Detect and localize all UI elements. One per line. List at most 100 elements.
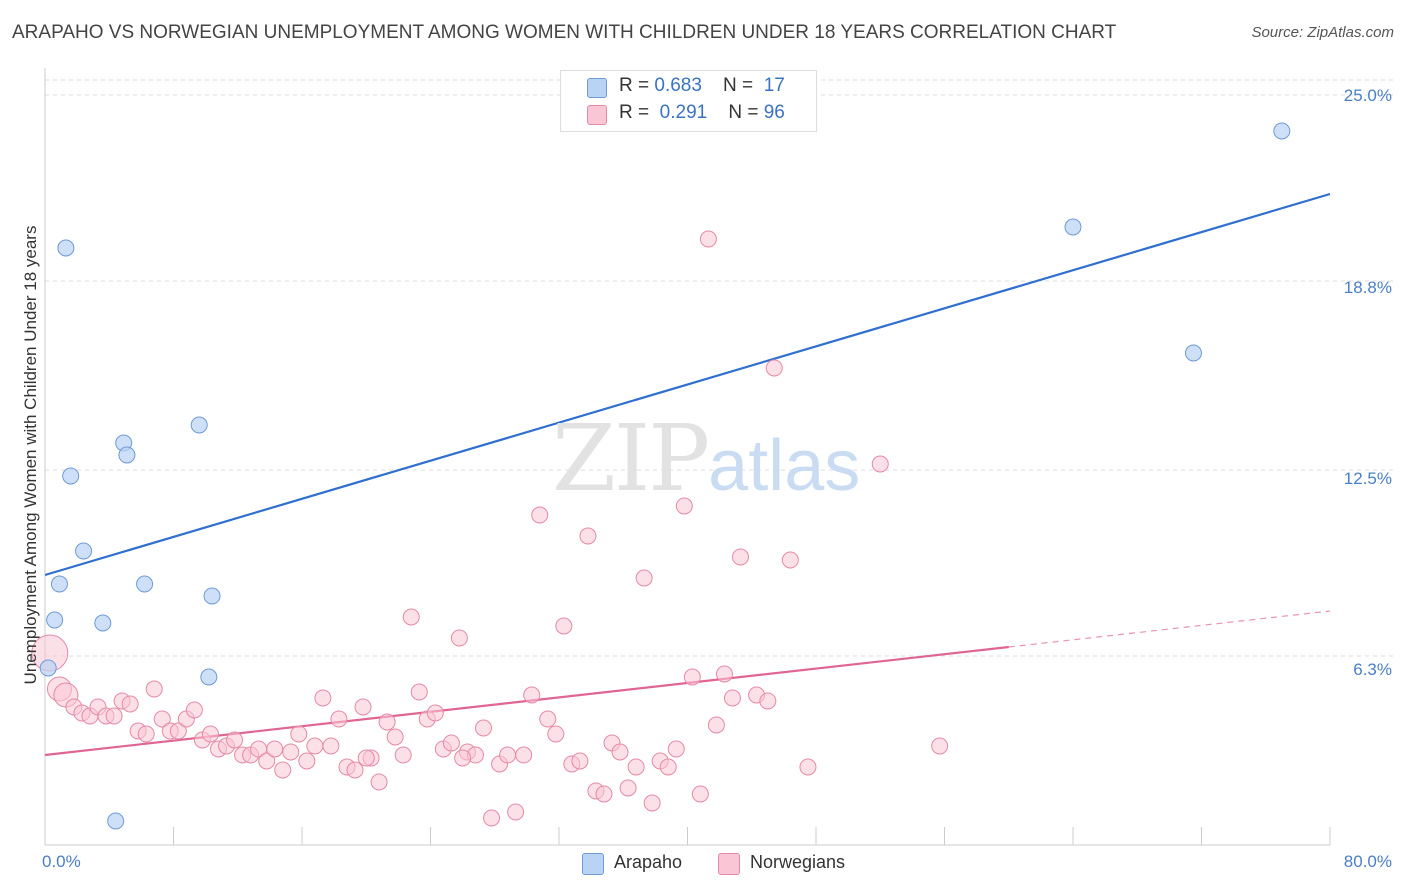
arapaho-swatch xyxy=(587,78,607,98)
watermark-zip: ZIP xyxy=(552,405,710,512)
norwegians-point xyxy=(619,779,637,797)
norwegians-point xyxy=(579,527,597,545)
norwegians-point xyxy=(137,725,155,743)
data-points xyxy=(31,122,1291,830)
norwegians-point xyxy=(454,749,472,767)
norwegians-point xyxy=(765,359,783,377)
arapaho-point xyxy=(203,587,221,605)
arapaho-point xyxy=(107,812,125,830)
norwegians-point xyxy=(723,689,741,707)
arapaho-point xyxy=(1064,218,1082,236)
norwegians-point xyxy=(759,692,777,710)
arapaho-point xyxy=(46,611,64,629)
arapaho-point xyxy=(1273,122,1291,140)
norwegians-point xyxy=(290,725,308,743)
norwegians-point xyxy=(306,737,324,755)
legend-label-arapaho: Arapaho xyxy=(614,852,683,872)
correlation-legend: R = 0.683 N = 17 R = 0.291 N = 96 xyxy=(560,70,817,132)
arapaho-point xyxy=(57,239,75,257)
norwegians-point xyxy=(354,698,372,716)
axes xyxy=(44,68,1331,846)
legend-label-norwegians: Norwegians xyxy=(750,852,846,872)
norwegians-point xyxy=(667,740,685,758)
norwegians-point xyxy=(523,686,541,704)
norwegians-point xyxy=(699,230,717,248)
legend-r-value: 0.291 xyxy=(659,102,708,123)
y-tick-label: 6.3% xyxy=(1353,660,1392,679)
arapaho-point xyxy=(39,659,57,677)
norwegians-point xyxy=(298,752,316,770)
norwegians-point xyxy=(386,728,404,746)
norwegians-point xyxy=(357,749,375,767)
norwegians-point xyxy=(683,668,701,686)
norwegians-trend-extension xyxy=(1008,610,1331,648)
arapaho-point xyxy=(94,614,112,632)
y-axis-label: Unemployment Among Women with Children U… xyxy=(21,225,40,685)
norwegians-point xyxy=(185,701,203,719)
grid-lines xyxy=(45,79,1395,657)
norwegians-point xyxy=(258,752,276,770)
norwegians-point xyxy=(426,704,444,722)
arapaho-swatch xyxy=(582,853,604,875)
arapaho-point xyxy=(50,575,68,593)
norwegians-point xyxy=(931,737,949,755)
legend-r-label: R = xyxy=(619,102,655,123)
norwegians-point xyxy=(707,716,725,734)
norwegians-point xyxy=(394,746,412,764)
source-label: Source: ZipAtlas.com xyxy=(1251,24,1394,41)
chart-title: ARAPAHO VS NORWEGIAN UNEMPLOYMENT AMONG … xyxy=(12,22,1117,43)
norwegians-point xyxy=(643,794,661,812)
norwegians-point xyxy=(145,680,163,698)
norwegians-point xyxy=(515,746,533,764)
norwegians-point xyxy=(499,746,517,764)
arapaho-trend-line xyxy=(44,192,1331,577)
norwegians-point xyxy=(483,809,501,827)
arapaho-point xyxy=(62,467,80,485)
norwegians-point xyxy=(691,785,709,803)
norwegians-point xyxy=(121,695,139,713)
norwegians-point xyxy=(153,710,171,728)
norwegians-point xyxy=(611,743,629,761)
arapaho-point xyxy=(75,542,93,560)
norwegians-point xyxy=(507,803,525,821)
norwegians-point xyxy=(274,761,292,779)
norwegians-point xyxy=(781,551,799,569)
watermark-atlas: atlas xyxy=(708,426,861,506)
norwegians-point xyxy=(635,569,653,587)
norwegians-point xyxy=(105,707,123,725)
arapaho-point xyxy=(1184,344,1202,362)
norwegians-point xyxy=(201,725,219,743)
arapaho-point xyxy=(200,668,218,686)
legend-n-value: 96 xyxy=(763,102,785,123)
y-tick-label: 12.5% xyxy=(1343,469,1392,488)
norwegians-point xyxy=(627,758,645,776)
norwegians-point xyxy=(531,506,549,524)
legend-r-label: R = xyxy=(619,75,655,96)
norwegians-point xyxy=(226,731,244,749)
legend-n-label: N = xyxy=(723,75,759,96)
norwegians-point xyxy=(732,548,750,566)
norwegians-point xyxy=(169,722,187,740)
x-tick-label-min: 0.0% xyxy=(42,852,81,871)
norwegians-point xyxy=(314,689,332,707)
arapaho-point xyxy=(190,416,208,434)
norwegians-point xyxy=(539,710,557,728)
norwegians-point xyxy=(370,773,388,791)
norwegians-point xyxy=(450,629,468,647)
norwegians-point xyxy=(402,608,420,626)
watermark: ZIPatlas xyxy=(552,405,860,512)
norwegians-swatch xyxy=(718,853,740,875)
norwegians-point xyxy=(442,734,460,752)
norwegians-point xyxy=(715,665,733,683)
arapaho-point xyxy=(118,446,136,464)
legend-n-value: 17 xyxy=(763,75,785,96)
norwegians-point xyxy=(659,758,677,776)
norwegians-point xyxy=(555,617,573,635)
x-tick-label-max: 80.0% xyxy=(1343,852,1392,871)
legend-r-value: 0.683 xyxy=(654,75,702,96)
norwegians-point xyxy=(675,497,693,515)
norwegians-point xyxy=(410,683,428,701)
arapaho-point xyxy=(136,575,154,593)
norwegians-point xyxy=(266,740,284,758)
